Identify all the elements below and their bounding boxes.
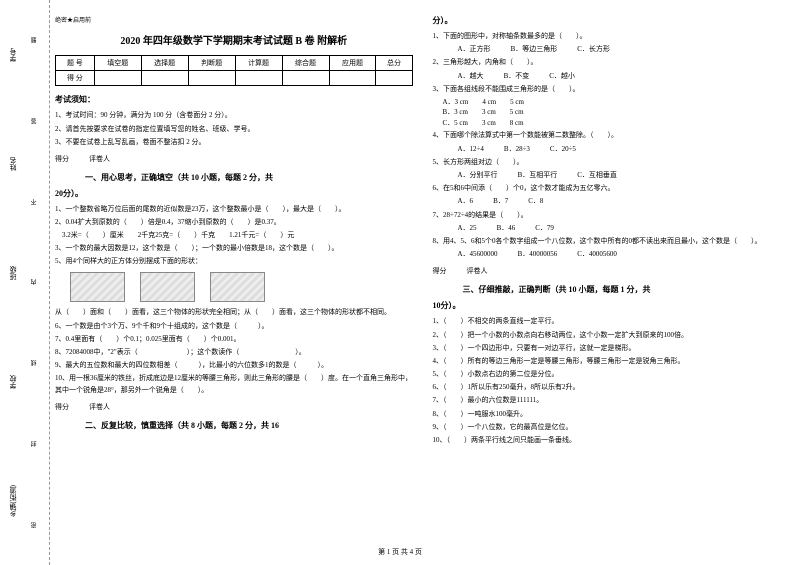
score-reviewer-box-3: 得分 评卷人: [433, 266, 791, 276]
q2-7-opts: A．25 B．46 C．79: [458, 223, 791, 234]
q2-8-opts: A．45600000 B．40000056 C．40005600: [458, 249, 791, 260]
q3-10: 10、（ ）两条平行线之间只能画一条垂线。: [433, 435, 791, 446]
notice-3: 3、不要在试卷上乱写乱画，卷面不整洁扣 2 分。: [55, 137, 413, 148]
section2-cont: 分）。: [433, 15, 791, 26]
q1-9: 10、用一根36厘米的铁丝，折成底边是12厘米的等腰三角形，则此三角形的腰是（ …: [55, 373, 413, 395]
q2-3b: B．3 cm 3 cm 5 cm: [443, 107, 791, 118]
exam-title: 2020 年四年级数学下学期期末考试试题 B 卷 附解析: [55, 32, 413, 47]
q2-4: 4、下面哪个除法算式中第一个数能被第二数整除。（ ）。: [433, 130, 791, 141]
q2-3: 3、下面各组线段不能围成三角形的是（ ）。: [433, 84, 791, 95]
section1-title: 一、用心思考，正确填空（共 10 小题，每题 2 分，共: [85, 172, 413, 183]
q3-9: 9、（ ）一个八位数，它的最高位是亿位。: [433, 422, 791, 433]
q2-6-opts: A．6 B．7 C．8: [458, 196, 791, 207]
q2-2-opts: A．越大 B．不变 C．越小: [458, 71, 791, 82]
q1-2a: 2、0.04扩大到原数的（ ）倍是0.4，37缩小到原数的（ ）是0.37。: [55, 217, 413, 228]
notice-2: 2、请首先按要求在试卷的指定位置填写您的姓名、班级、学号。: [55, 124, 413, 135]
q2-8: 8、用4、5、6和5个0各个数字组成一个八位数，这个数中所有的0都不读出来而且最…: [433, 236, 791, 247]
block-figures: [70, 272, 413, 302]
block-fig-1: [70, 272, 125, 302]
table-score-row: 得 分: [56, 71, 413, 86]
q1-7: 8、72084008中，"2"表示（ ）；这个数读作（ ）。: [55, 347, 413, 358]
label-id: 学号: [8, 48, 18, 62]
section2-title: 二、反复比较，慎重选择（共 8 小题，每题 2 分，共 16: [85, 420, 413, 431]
block-fig-3: [210, 272, 265, 302]
q2-7: 7、28÷72÷4的结果是（ ）。: [433, 210, 791, 221]
score-table: 题 号 填空题 选择题 判断题 计算题 综合题 应用题 总分 得 分: [55, 55, 413, 86]
notice-1: 1、考试时间：90 分钟，满分为 100 分（含卷面分 2 分）。: [55, 110, 413, 121]
q1-6: 7、0.4里面有（ ）个0.1；0.025里面有（ ）个0.001。: [55, 334, 413, 345]
q3-8: 8、（ ）一吨服水100毫升。: [433, 409, 791, 420]
q1-4: 5、用4个同样大的正方体分别摆成下面的形状：: [55, 256, 413, 267]
section3-cont: 10分）。: [433, 300, 791, 311]
section1-cont: 20分）。: [55, 188, 413, 199]
label-class: 班级: [8, 266, 18, 280]
seal-line-text: 题 答 不 内 线 封 密: [30, 0, 39, 565]
q3-6: 6、（ ）1所以乐有250毫升，8所以乐有2升。: [433, 382, 791, 393]
binding-margin: 学号 姓名 班级 学校 乡镇(街道) 题 答 不 内 线 封 密: [0, 0, 50, 565]
q2-1: 1、下面的图形中，对称轴条数最多的是（ ）。: [433, 31, 791, 42]
q3-3: 3、（ ）一个四边形中，只要有一对边平行，这就一定是梯形。: [433, 343, 791, 354]
q1-3: 3、一个数的最大因数是12，这个数是（ ）；一个数的最小倍数是18，这个数是（ …: [55, 243, 413, 254]
score-reviewer-box: 得分 评卷人: [55, 154, 413, 164]
q1-4b: 从（ ）面和（ ）面看，这三个物体的形状完全相同；从（ ）面看，这三个物体的形状…: [55, 307, 413, 318]
q1-1: 1、一个整数省略万位后面的尾数的近似数是23万，这个整数最小是（ ），最大是（ …: [55, 204, 413, 215]
q2-3c: C．5 cm 3 cm 8 cm: [443, 118, 791, 129]
label-name: 姓名: [8, 157, 18, 171]
q2-2: 2、三角形越大，内角和（ ）。: [433, 57, 791, 68]
q3-2: 2、（ ）把一个小数的小数点向右移动两位，这个小数一定扩大到原来的100倍。: [433, 330, 791, 341]
q1-8: 9、最大的五位数和最大的四位数相差（ ），比最小的六位数多1的数是（ ）。: [55, 360, 413, 371]
secret-label: 绝密★启用前: [55, 15, 413, 24]
q2-4-opts: A．12÷4 B．28÷3 C．20÷5: [458, 144, 791, 155]
notice-title: 考试须知：: [55, 94, 413, 105]
label-town: 乡镇(街道): [8, 485, 18, 518]
q1-2b: 3.2米=（ ）厘米 2千克25克=（ ）千克 1.21千元=（ ）元: [55, 230, 413, 241]
q3-5: 5、（ ）小数点右边的第二位是分位。: [433, 369, 791, 380]
table-header-row: 题 号 填空题 选择题 判断题 计算题 综合题 应用题 总分: [56, 56, 413, 71]
q2-5-opts: A．分别平行 B．互相平行 C．互相垂直: [458, 170, 791, 181]
label-school: 学校: [8, 375, 18, 389]
right-column: 分）。 1、下面的图形中，对称轴条数最多的是（ ）。 A．正方形 B．等边三角形…: [433, 15, 791, 448]
score-reviewer-box-2: 得分 评卷人: [55, 402, 413, 412]
page-footer: 第 1 页 共 4 页: [0, 547, 800, 557]
q3-4: 4、（ ）所有的等边三角形一定是等腰三角形，等腰三角形一定是锐角三角形。: [433, 356, 791, 367]
q3-1: 1、（ ）不相交的两条直线一定平行。: [433, 316, 791, 327]
block-fig-2: [140, 272, 195, 302]
content-area: 绝密★启用前 2020 年四年级数学下学期期末考试试题 B 卷 附解析 题 号 …: [55, 15, 790, 448]
q3-7: 7、（ ）最小的六位数是111111。: [433, 395, 791, 406]
q2-6: 6、在5和6中间添（ ）个0，这个数才能成为五亿零六。: [433, 183, 791, 194]
section3-title: 三、仔细推敲，正确判断（共 10 小题，每题 1 分，共: [463, 284, 791, 295]
margin-labels: 学号 姓名 班级 学校 乡镇(街道): [8, 0, 18, 565]
q2-3a: A．3 cm 4 cm 5 cm: [443, 97, 791, 108]
q2-1-opts: A．正方形 B．等边三角形 C．长方形: [458, 44, 791, 55]
q2-5: 5、长方形两组对边（ ）。: [433, 157, 791, 168]
left-column: 绝密★启用前 2020 年四年级数学下学期期末考试试题 B 卷 附解析 题 号 …: [55, 15, 413, 448]
q1-5: 6、一个数是由个3个万、9个千和9个十组成的，这个数是（ ）。: [55, 321, 413, 332]
